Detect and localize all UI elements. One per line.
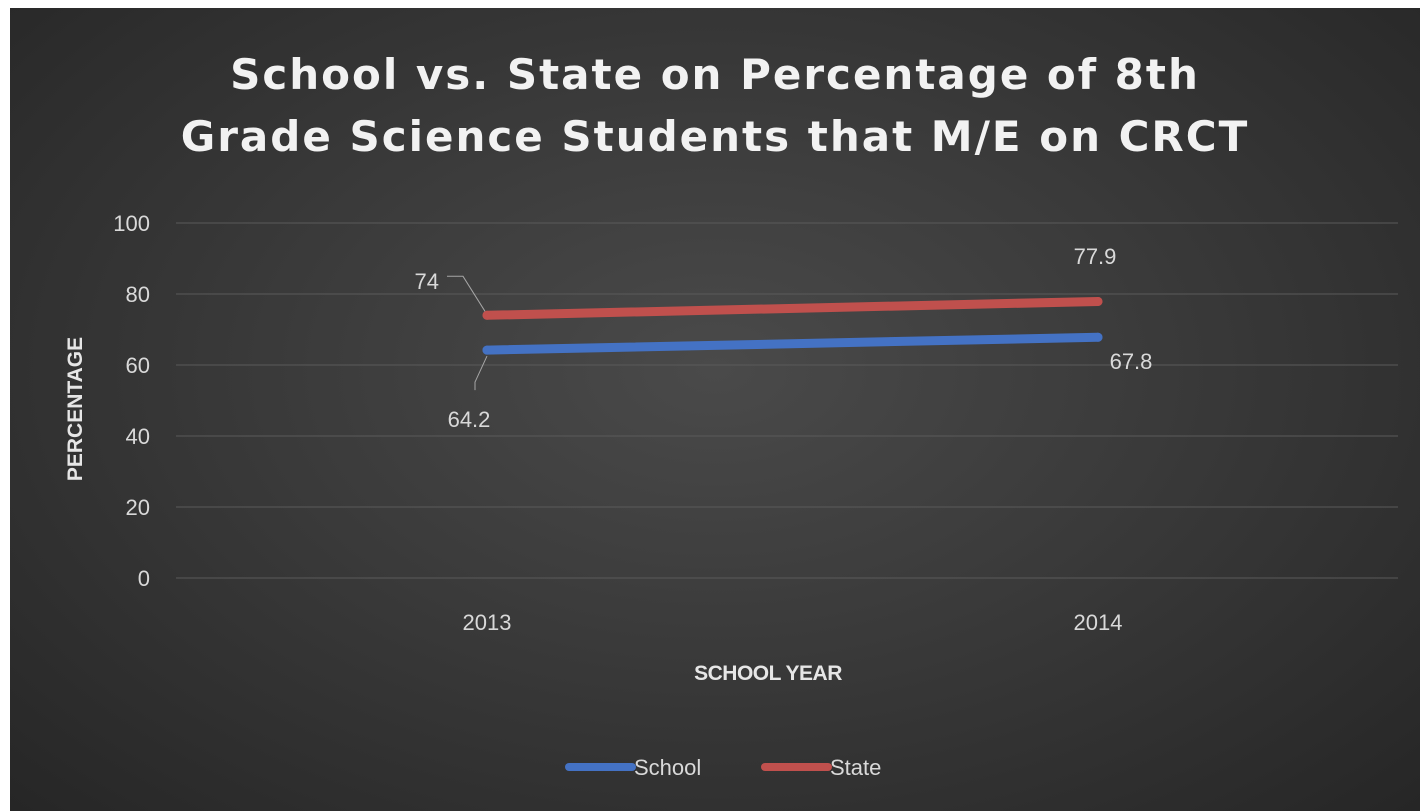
chart-title-line-2: Grade Science Students that M/E on CRCT	[180, 112, 1250, 161]
y-tick-label-100: 100	[113, 211, 150, 236]
x-tick-label-2014: 2014	[1074, 610, 1123, 635]
x-axis-title: SCHOOL YEAR	[694, 662, 842, 685]
school-point-2014	[1093, 332, 1103, 342]
x-tick-label-2013: 2013	[463, 610, 512, 635]
school-label-leader-2013	[474, 355, 488, 391]
legend-label-state: State	[830, 755, 881, 780]
state-data-label-2013: 74	[415, 269, 439, 294]
chart-title: School vs. State on Percentage of 8th Gr…	[10, 44, 1420, 168]
y-axis-title: PERCENTAGE	[64, 337, 87, 481]
state-data-label-2014: 77.9	[1074, 244, 1117, 269]
line-chart: 0 20 40 60 80 100 2013 2014 SCHOOL YEAR PERCENTAG…	[64, 211, 1398, 780]
y-tick-label-40: 40	[126, 424, 150, 449]
chart-frame: School vs. State on Percentage of 8th Gr…	[10, 8, 1420, 811]
state-series-line	[482, 296, 1103, 320]
y-tick-label-20: 20	[126, 495, 150, 520]
state-point-2013	[482, 310, 492, 320]
school-data-label-2013: 64.2	[448, 407, 491, 432]
state-label-leader-2013	[447, 275, 486, 312]
y-tick-label-60: 60	[126, 353, 150, 378]
chart-title-line-1: School vs. State on Percentage of 8th	[230, 50, 1200, 99]
school-point-2013	[482, 345, 492, 355]
school-series-line	[482, 332, 1103, 355]
school-data-label-2014: 67.8	[1110, 349, 1153, 374]
y-tick-label-80: 80	[126, 282, 150, 307]
legend-label-school: School	[634, 755, 701, 780]
y-tick-label-0: 0	[138, 566, 150, 591]
state-point-2014	[1093, 296, 1103, 306]
